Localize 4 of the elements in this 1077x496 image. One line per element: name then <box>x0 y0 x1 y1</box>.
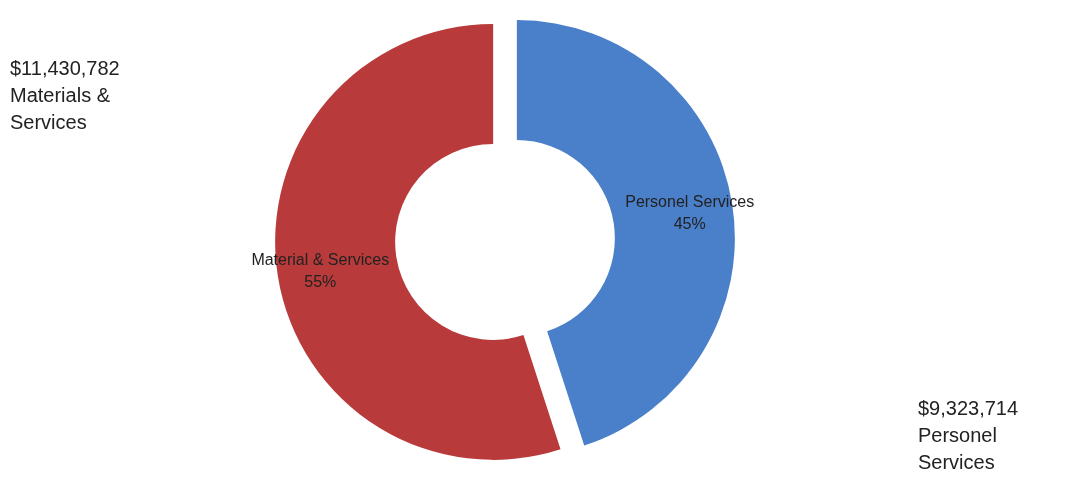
data-label: 45% <box>673 214 706 232</box>
text: $9,323,714 Personel Services <box>918 397 1019 473</box>
data-label: 55% <box>304 273 337 291</box>
text: $11,430,782 Materials & Services <box>10 57 120 133</box>
